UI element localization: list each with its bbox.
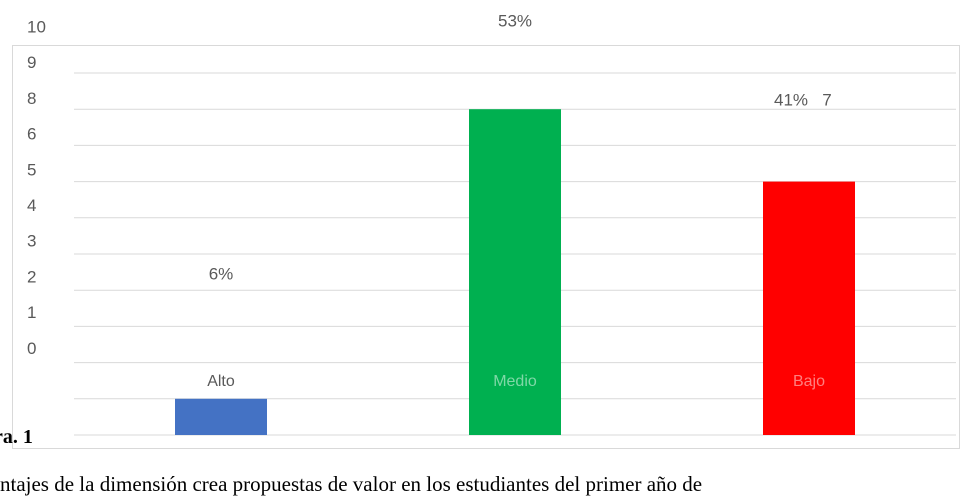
category-label: Bajo bbox=[793, 373, 825, 390]
data-value-label: 7 bbox=[822, 90, 831, 109]
y-tick-label: 6 bbox=[27, 125, 36, 144]
data-label: 53% bbox=[498, 11, 532, 30]
y-tick-label: 3 bbox=[27, 232, 36, 251]
bar-alto bbox=[175, 398, 267, 435]
data-label: 41% bbox=[774, 90, 808, 109]
y-tick-label: 9 bbox=[27, 53, 36, 72]
y-tick-label: 1 bbox=[27, 303, 36, 322]
category-label: Alto bbox=[207, 373, 235, 390]
y-tick-label: 2 bbox=[27, 267, 36, 286]
y-tick-label: 8 bbox=[27, 89, 36, 108]
figure-caption: ntajes de la dimensión crea propuestas d… bbox=[0, 472, 703, 496]
figure-label: ra. 1 bbox=[0, 426, 33, 448]
category-label: Medio bbox=[493, 373, 537, 390]
bar-medio bbox=[469, 109, 561, 435]
y-tick-label: 5 bbox=[27, 160, 36, 179]
y-tick-label: 4 bbox=[27, 196, 36, 215]
y-tick-label: 0 bbox=[27, 339, 36, 358]
bar-bajo bbox=[763, 181, 855, 435]
y-tick-label: 10 bbox=[27, 17, 46, 36]
data-label: 6% bbox=[209, 264, 234, 283]
